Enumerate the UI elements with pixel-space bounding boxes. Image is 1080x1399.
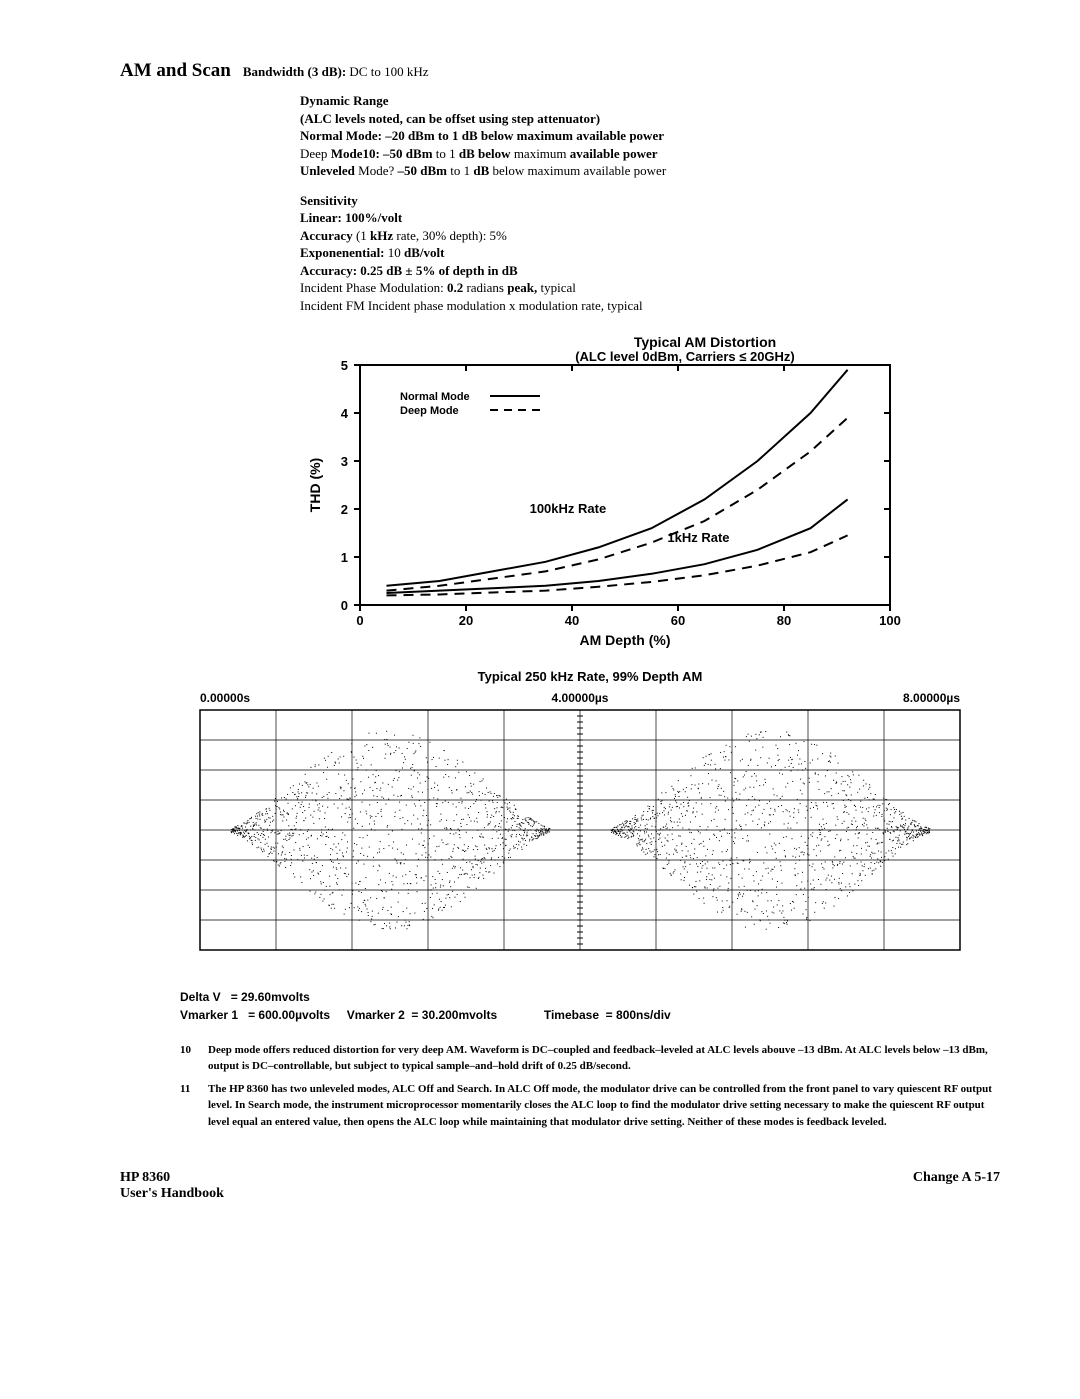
svg-text:Deep Mode: Deep Mode [400,405,459,417]
svg-text:Typical AM Distortion: Typical AM Distortion [634,335,776,350]
footer-left: HP 8360 User's Handbook [120,1170,224,1202]
footnotes: 10 Deep mode offers reduced distortion f… [180,1042,1000,1131]
title-sub: Bandwidth (3 dB): DC to 100 kHz [243,64,429,80]
svg-text:100kHz Rate: 100kHz Rate [530,501,607,516]
sensitivity-line: Incident FM Incident phase modulation x … [300,297,1000,315]
svg-text:1: 1 [341,550,348,565]
sensitivity-line: Linear: 100%/volt [300,209,1000,227]
dynamic-range-line: Normal Mode: –20 dBm to 1 dB below maxim… [300,127,1000,145]
svg-text:(ALC level 0dBm, Carriers ≤ 20: (ALC level 0dBm, Carriers ≤ 20GHz) [575,349,795,364]
sensitivity-line: Accuracy: 0.25 dB ± 5% of depth in dB [300,262,1000,280]
svg-text:100: 100 [879,613,901,628]
sensitivity-line: Exponenential: 10 dB/volt [300,244,1000,262]
sensitivity-line: Incident Phase Modulation: 0.2 radians p… [300,279,1000,297]
svg-text:4.00000µs: 4.00000µs [552,691,609,705]
svg-text:60: 60 [671,613,685,628]
svg-text:40: 40 [565,613,579,628]
dynamic-range-line: Unleveled Mode? –50 dBm to 1 dB below ma… [300,162,1000,180]
dynamic-range-line: (ALC levels noted, can be offset using s… [300,110,1000,128]
svg-text:5: 5 [341,358,348,373]
footer-right: Change A 5-17 [913,1170,1000,1202]
thd-chart: Typical AM Distortion(ALC level 0dBm, Ca… [300,335,1000,659]
thd-chart-svg: Typical AM Distortion(ALC level 0dBm, Ca… [300,335,940,655]
svg-text:1kHz Rate: 1kHz Rate [667,529,729,544]
scope-figure: Typical 250 kHz Rate, 99% Depth AM 0.000… [180,669,1000,1024]
footnote-11: 11 The HP 8360 has two unleveled modes, … [180,1081,1000,1131]
scope-svg: 0.00000s 4.00000µs 8.00000µs [180,688,980,978]
sensitivity-line: Accuracy (1 kHz rate, 30% depth): 5% [300,227,1000,245]
svg-text:80: 80 [777,613,791,628]
svg-text:AM Depth (%): AM Depth (%) [580,632,671,648]
svg-text:8.00000µs: 8.00000µs [903,691,960,705]
svg-text:0.00000s: 0.00000s [200,691,250,705]
svg-text:2: 2 [341,502,348,517]
dynamic-range-heading: Dynamic Range [300,92,1000,110]
sensitivity-heading: Sensitivity [300,192,1000,210]
footnote-10: 10 Deep mode offers reduced distortion f… [180,1042,1000,1075]
svg-text:3: 3 [341,454,348,469]
svg-text:4: 4 [341,406,349,421]
svg-text:THD (%): THD (%) [307,457,323,511]
sensitivity-section: Sensitivity Linear: 100%/volt Accuracy (… [300,192,1000,315]
page-footer: HP 8360 User's Handbook Change A 5-17 [120,1170,1000,1202]
title-main: AM and Scan [120,60,231,82]
dynamic-range-line: Deep Mode10: –50 dBm to 1 dB below maxim… [300,145,1000,163]
scope-readouts: Delta V = 29.60mvolts Vmarker 1 = 600.00… [180,988,1000,1024]
svg-text:0: 0 [356,613,363,628]
page-title-row: AM and Scan Bandwidth (3 dB): DC to 100 … [120,60,1000,82]
scope-title: Typical 250 kHz Rate, 99% Depth AM [180,669,1000,684]
svg-text:20: 20 [459,613,473,628]
svg-text:0: 0 [341,598,348,613]
dynamic-range-section: Dynamic Range (ALC levels noted, can be … [300,92,1000,180]
svg-text:Normal Mode: Normal Mode [400,391,470,403]
